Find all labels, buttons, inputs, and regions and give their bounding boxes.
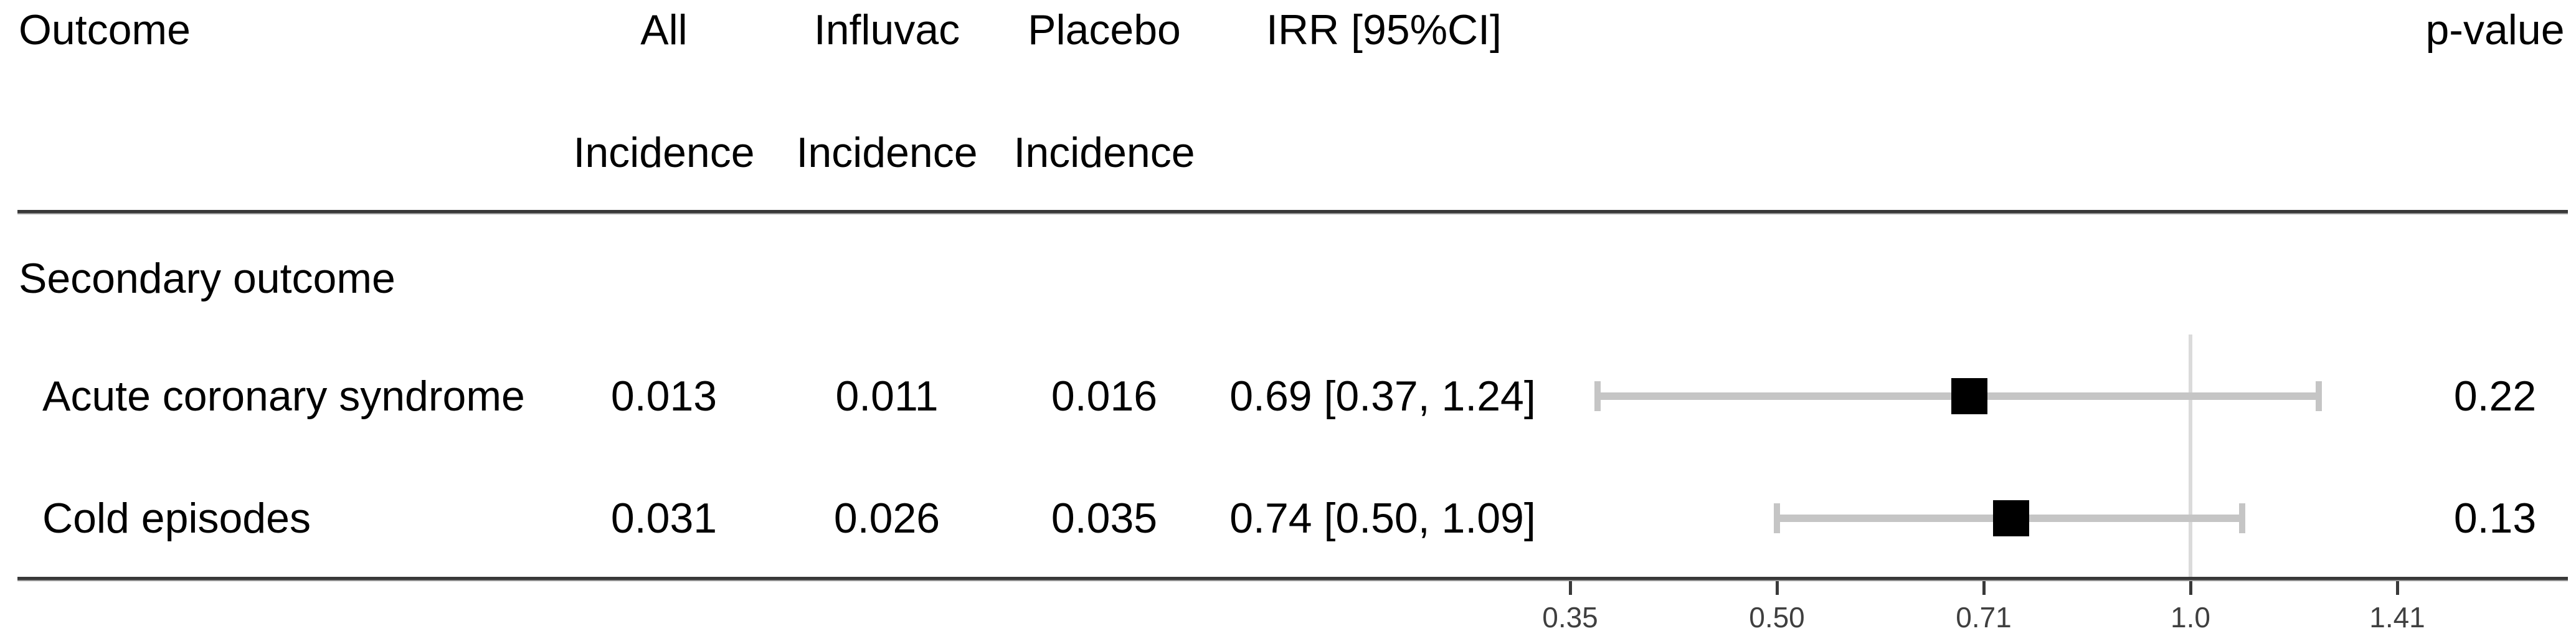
- forest-ci-cap-upper: [2316, 381, 2323, 411]
- row-outcome-label: Acute coronary syndrome: [42, 373, 525, 420]
- column-header-p-value: p-value: [2425, 6, 2565, 54]
- axis-tick: [2396, 579, 2399, 595]
- axis-tick-label: 0.50: [1749, 601, 1805, 634]
- axis-tick: [1569, 579, 1572, 595]
- row-outcome-label: Cold episodes: [42, 495, 311, 542]
- subheader-incidence-all: Incidence: [573, 129, 755, 176]
- axis-tick: [1776, 579, 1779, 595]
- axis-tick: [1982, 579, 1986, 595]
- forest-point-estimate: [1951, 378, 1987, 414]
- cell-all-incidence: 0.031: [610, 495, 717, 542]
- cell-p-value: 0.13: [2453, 495, 2537, 542]
- header-divider-rule: [17, 210, 2568, 214]
- cell-placebo-incidence: 0.035: [1051, 495, 1158, 542]
- column-header-all: All: [640, 6, 688, 54]
- column-header-placebo: Placebo: [1028, 6, 1181, 54]
- forest-point-estimate: [1992, 500, 2029, 536]
- axis-tick-label: 1.41: [2369, 601, 2425, 634]
- forest-ci-cap-lower: [1594, 381, 1601, 411]
- cell-influvac-incidence: 0.011: [835, 373, 939, 420]
- axis-tick-label: 0.35: [1542, 601, 1598, 634]
- axis-tick: [2189, 579, 2192, 595]
- cell-p-value: 0.22: [2453, 373, 2537, 420]
- cell-influvac-incidence: 0.026: [833, 495, 940, 542]
- subheader-incidence-placebo: Incidence: [1013, 129, 1195, 176]
- forest-ci-cap-upper: [2238, 503, 2245, 533]
- section-label: Secondary outcome: [19, 255, 395, 302]
- reference-line: [2189, 335, 2192, 577]
- subheader-incidence-influvac: Incidence: [796, 129, 978, 176]
- cell-irr-ci: 0.74 [0.50, 1.09]: [1229, 495, 1536, 542]
- column-header-outcome: Outcome: [19, 6, 191, 54]
- column-header-influvac: Influvac: [813, 6, 960, 54]
- column-header-irr-ci: IRR [95%CI]: [1266, 6, 1502, 54]
- forest-ci-cap-lower: [1774, 503, 1780, 533]
- cell-all-incidence: 0.013: [610, 373, 717, 420]
- axis-tick-label: 0.71: [1956, 601, 2012, 634]
- cell-irr-ci: 0.69 [0.37, 1.24]: [1229, 373, 1536, 420]
- axis-line: [17, 577, 2568, 581]
- cell-placebo-incidence: 0.016: [1051, 373, 1158, 420]
- axis-tick-label: 1.0: [2171, 601, 2210, 634]
